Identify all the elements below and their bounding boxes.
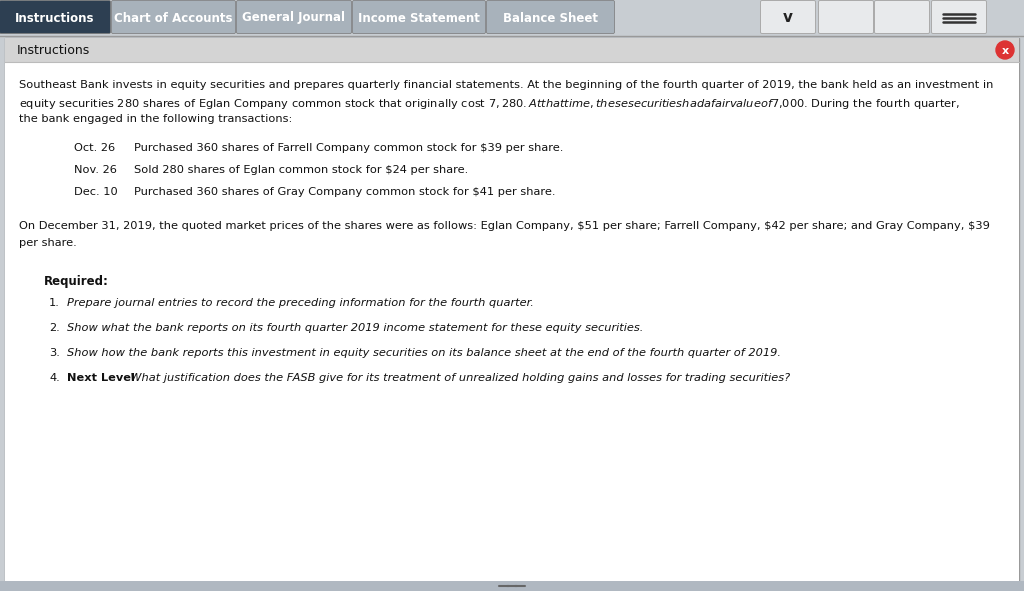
Text: Required:: Required: bbox=[44, 275, 109, 288]
FancyBboxPatch shape bbox=[486, 1, 614, 34]
Text: Prepare journal entries to record the preceding information for the fourth quart: Prepare journal entries to record the pr… bbox=[67, 298, 534, 308]
Text: On December 31, 2019, the quoted market prices of the shares were as follows: Eg: On December 31, 2019, the quoted market … bbox=[19, 221, 990, 231]
Text: Oct. 26: Oct. 26 bbox=[74, 143, 115, 153]
Text: Southeast Bank invests in equity securities and prepares quarterly financial sta: Southeast Bank invests in equity securit… bbox=[19, 80, 993, 90]
Text: Income Statement: Income Statement bbox=[358, 11, 480, 24]
Text: 2.: 2. bbox=[49, 323, 59, 333]
FancyBboxPatch shape bbox=[761, 1, 815, 34]
Text: Show how the bank reports this investment in equity securities on its balance sh: Show how the bank reports this investmen… bbox=[67, 348, 781, 358]
Bar bbox=[0, 0, 1024, 36]
Text: Show what the bank reports on its fourth quarter 2019 income statement for these: Show what the bank reports on its fourth… bbox=[67, 323, 643, 333]
Text: equity securities 280 shares of Eglan Company common stock that originally cost : equity securities 280 shares of Eglan Co… bbox=[19, 97, 959, 111]
Text: 1.: 1. bbox=[49, 298, 59, 308]
FancyBboxPatch shape bbox=[874, 1, 930, 34]
Text: Purchased 360 shares of Farrell Company common stock for $39 per share.: Purchased 360 shares of Farrell Company … bbox=[134, 143, 563, 153]
Text: the bank engaged in the following transactions:: the bank engaged in the following transa… bbox=[19, 114, 293, 124]
Circle shape bbox=[996, 41, 1014, 59]
Text: 4.: 4. bbox=[49, 373, 59, 383]
Text: Instructions: Instructions bbox=[17, 44, 90, 57]
Text: Chart of Accounts: Chart of Accounts bbox=[115, 11, 232, 24]
Text: Dec. 10: Dec. 10 bbox=[74, 187, 118, 197]
Text: Purchased 360 shares of Gray Company common stock for $41 per share.: Purchased 360 shares of Gray Company com… bbox=[134, 187, 555, 197]
Text: x: x bbox=[1001, 46, 1009, 56]
FancyBboxPatch shape bbox=[112, 1, 236, 34]
Text: per share.: per share. bbox=[19, 238, 77, 248]
Text: Sold 280 shares of Eglan common stock for $24 per share.: Sold 280 shares of Eglan common stock fo… bbox=[134, 165, 468, 175]
Text: General Journal: General Journal bbox=[243, 11, 345, 24]
Text: What justification does the FASB give for its treatment of unrealized holding ga: What justification does the FASB give fo… bbox=[123, 373, 791, 383]
FancyBboxPatch shape bbox=[237, 1, 351, 34]
Bar bbox=[5, 38, 1019, 62]
Text: v: v bbox=[783, 11, 793, 25]
Text: Balance Sheet: Balance Sheet bbox=[503, 11, 598, 24]
Text: Next Level: Next Level bbox=[67, 373, 135, 383]
FancyBboxPatch shape bbox=[0, 1, 111, 34]
FancyBboxPatch shape bbox=[352, 1, 485, 34]
Bar bbox=[5, 62, 1019, 581]
FancyBboxPatch shape bbox=[818, 1, 873, 34]
Text: 3.: 3. bbox=[49, 348, 59, 358]
FancyBboxPatch shape bbox=[932, 1, 986, 34]
Bar bbox=[0, 581, 1024, 591]
Text: Instructions: Instructions bbox=[15, 11, 95, 24]
Text: Nov. 26: Nov. 26 bbox=[74, 165, 117, 175]
